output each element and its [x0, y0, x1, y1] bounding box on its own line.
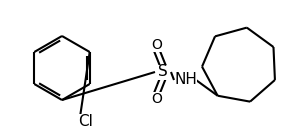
Text: O: O — [152, 92, 162, 106]
Text: NH: NH — [175, 73, 198, 88]
Text: Cl: Cl — [79, 114, 93, 129]
Text: O: O — [152, 38, 162, 52]
Text: S: S — [158, 65, 168, 80]
